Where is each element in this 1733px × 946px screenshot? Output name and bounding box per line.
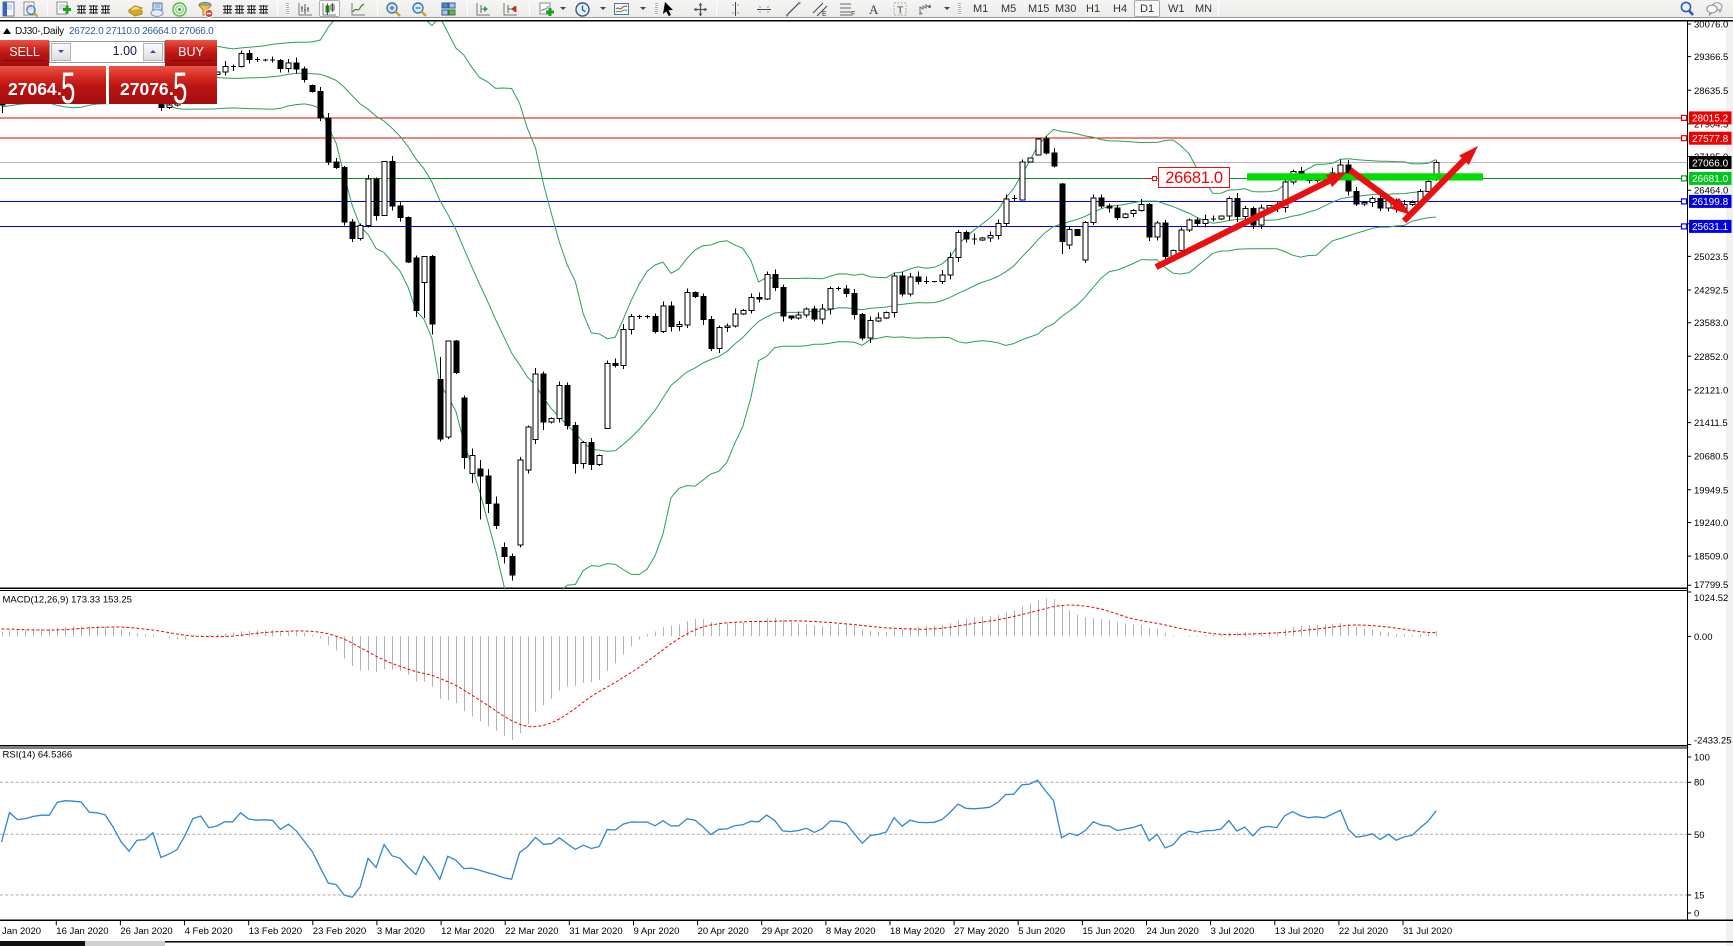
svg-text:26464.0: 26464.0 [1694,186,1728,197]
svg-text:31 Mar 2020: 31 Mar 2020 [569,926,622,937]
svg-text:12 Mar 2020: 12 Mar 2020 [441,926,494,937]
svg-text:29366.5: 29366.5 [1694,52,1728,63]
svg-text:31 Jul 2020: 31 Jul 2020 [1403,926,1452,937]
svg-text:25023.5: 25023.5 [1694,252,1728,263]
svg-text:22852.0: 22852.0 [1694,352,1728,363]
svg-text:22 Mar 2020: 22 Mar 2020 [505,926,558,937]
svg-text:27577.8: 27577.8 [1692,134,1729,145]
svg-text:27904.5: 27904.5 [1694,119,1728,130]
svg-text:17799.5: 17799.5 [1694,580,1728,591]
svg-text:16 Jan 2020: 16 Jan 2020 [56,926,108,937]
svg-text:18509.0: 18509.0 [1694,552,1728,563]
svg-text:-2433.25: -2433.25 [1694,736,1732,747]
svg-text:26681.0: 26681.0 [1692,174,1729,185]
svg-text:13 Jul 2020: 13 Jul 2020 [1275,926,1324,937]
svg-text:9 Apr 2020: 9 Apr 2020 [634,926,680,937]
svg-text:15 Jun 2020: 15 Jun 2020 [1082,926,1134,937]
svg-text:23583.0: 23583.0 [1694,318,1728,329]
svg-text:A: A [869,2,879,17]
svg-text:22121.0: 22121.0 [1694,385,1728,396]
svg-text:29 Apr 2020: 29 Apr 2020 [762,926,813,937]
svg-text:21411.5: 21411.5 [1694,418,1728,429]
svg-text:26 Jan 2020: 26 Jan 2020 [120,926,172,937]
svg-text:19240.0: 19240.0 [1694,518,1728,529]
svg-text:26199.8: 26199.8 [1692,197,1729,208]
svg-text:4 Feb 2020: 4 Feb 2020 [185,926,233,937]
svg-text:15: 15 [1694,891,1705,902]
svg-text:50: 50 [1694,830,1705,841]
svg-text:28635.5: 28635.5 [1694,86,1728,97]
svg-text:1024.52: 1024.52 [1694,593,1728,604]
svg-text:3 Jul 2020: 3 Jul 2020 [1211,926,1255,937]
svg-text:8 May 2020: 8 May 2020 [826,926,876,937]
svg-text:13 Feb 2020: 13 Feb 2020 [249,926,302,937]
svg-text:19949.5: 19949.5 [1694,485,1728,496]
svg-text:22 Jul 2020: 22 Jul 2020 [1339,926,1388,937]
svg-text:80: 80 [1694,778,1705,789]
svg-text:24 Jun 2020: 24 Jun 2020 [1147,926,1199,937]
svg-text:28015.2: 28015.2 [1692,114,1729,125]
svg-text:MACD(12,26,9) 173.33 153.25: MACD(12,26,9) 173.33 153.25 [3,595,132,606]
svg-text:RSI(14) 64.5366: RSI(14) 64.5366 [3,750,73,761]
svg-text:0.00: 0.00 [1694,632,1713,643]
svg-text:Jan 2020: Jan 2020 [2,926,41,937]
svg-text:T: T [897,4,904,16]
svg-text:5 Jun 2020: 5 Jun 2020 [1018,926,1065,937]
svg-text:27066.0: 27066.0 [1692,158,1729,169]
svg-text:0: 0 [1694,909,1699,920]
svg-text:20680.5: 20680.5 [1694,452,1728,463]
svg-text:25631.1: 25631.1 [1692,222,1729,233]
svg-text:20 Apr 2020: 20 Apr 2020 [698,926,749,937]
svg-text:100: 100 [1694,753,1710,764]
svg-text:18 May 2020: 18 May 2020 [890,926,945,937]
svg-text:3 Mar 2020: 3 Mar 2020 [377,926,425,937]
svg-text:27 May 2020: 27 May 2020 [954,926,1009,937]
svg-text:30076.0: 30076.0 [1694,20,1728,31]
svg-text:E: E [822,11,827,18]
svg-text:F: F [851,11,855,18]
svg-text:24292.5: 24292.5 [1694,286,1728,297]
svg-text:23 Feb 2020: 23 Feb 2020 [313,926,366,937]
